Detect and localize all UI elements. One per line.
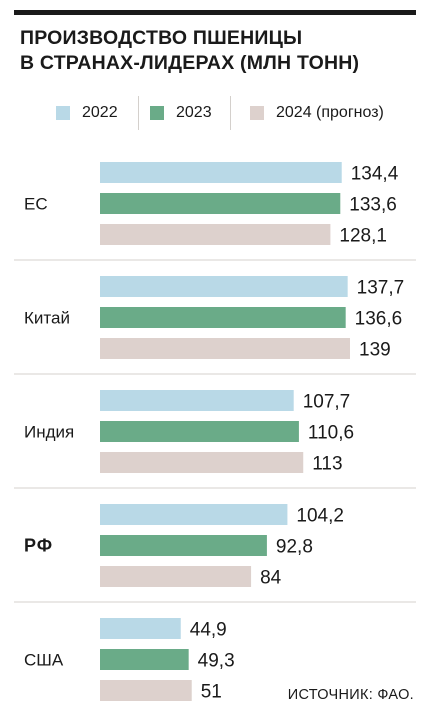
- value-label: 44,9: [190, 620, 227, 641]
- bar-2023: [100, 535, 267, 556]
- value-label: 133,6: [349, 195, 397, 216]
- source-note: ИСТОЧНИК: ФАО.: [287, 687, 414, 703]
- bar-2023: [100, 421, 299, 442]
- bar-2024: [100, 452, 304, 473]
- category-label: ЕС: [24, 195, 48, 214]
- legend-item-2022: 2022: [56, 96, 118, 130]
- value-label: 92,8: [276, 537, 313, 558]
- legend: 2022 2023 2024 (прогноз): [28, 96, 406, 130]
- legend-item-2024: 2024 (прогноз): [250, 96, 384, 130]
- legend-separator: [138, 96, 139, 130]
- value-label: 136,6: [355, 309, 403, 330]
- bar-2023: [100, 193, 341, 214]
- bar-2024: [100, 224, 331, 245]
- value-label: 104,2: [296, 506, 344, 527]
- bar-2022: [100, 390, 294, 411]
- bar-2023: [100, 649, 189, 670]
- bar-2024: [100, 338, 350, 359]
- category-label: США: [24, 651, 64, 670]
- chart-title: ПРОИЗВОДСТВО ПШЕНИЦЫ В СТРАНАХ-ЛИДЕРАХ (…: [20, 26, 410, 76]
- value-label: 49,3: [198, 651, 235, 672]
- category-label: Индия: [24, 423, 74, 442]
- legend-label-2023: 2023: [176, 104, 212, 121]
- chart-title-line-1: ПРОИЗВОДСТВО ПШЕНИЦЫ: [20, 27, 303, 49]
- bar-2022: [100, 276, 348, 297]
- value-label: 128,1: [339, 226, 387, 247]
- value-label: 137,7: [357, 278, 405, 299]
- top-rule: [14, 10, 416, 15]
- bar-2022: [100, 162, 342, 183]
- legend-label-2024: 2024 (прогноз): [276, 104, 384, 121]
- value-label: 84: [260, 568, 282, 589]
- legend-item-2023: 2023: [150, 96, 212, 130]
- value-label: 139: [359, 340, 391, 361]
- bar-2022: [100, 504, 288, 525]
- value-label: 113: [312, 454, 342, 475]
- legend-swatch-2022: [56, 106, 70, 120]
- value-label: 110,6: [308, 423, 354, 444]
- bar-2024: [100, 566, 252, 587]
- value-label: 107,7: [303, 392, 351, 413]
- bar-2023: [100, 307, 346, 328]
- legend-label-2022: 2022: [82, 104, 118, 121]
- category-label: РФ: [24, 536, 53, 556]
- legend-swatch-2024: [250, 106, 264, 120]
- bar-2022: [100, 618, 181, 639]
- value-label: 134,4: [351, 164, 399, 185]
- value-label: 51: [201, 682, 222, 703]
- chart-title-line-2: В СТРАНАХ-ЛИДЕРАХ (МЛН ТОНН): [20, 52, 360, 74]
- legend-swatch-2023: [150, 106, 164, 120]
- legend-separator: [230, 96, 231, 130]
- category-label: Китай: [24, 309, 70, 328]
- bar-2024: [100, 680, 192, 701]
